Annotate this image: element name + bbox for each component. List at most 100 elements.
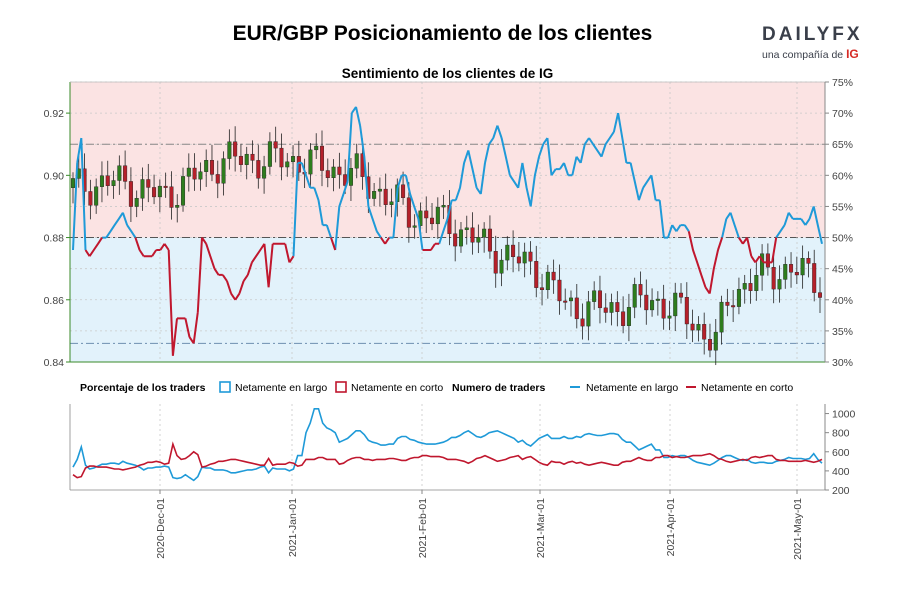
candle-down bbox=[337, 166, 342, 175]
candle-up bbox=[458, 229, 463, 247]
candle-down bbox=[511, 244, 516, 258]
candle-up bbox=[99, 175, 104, 187]
candle-up bbox=[696, 324, 701, 331]
candle-up bbox=[157, 185, 162, 198]
pct-tick-label: 70% bbox=[832, 108, 853, 120]
logo-sub-text: una compañía de bbox=[762, 49, 844, 61]
candle-down bbox=[424, 210, 429, 219]
pct-tick-label: 65% bbox=[832, 139, 853, 151]
logo-subtitle: una compañía de IG bbox=[762, 47, 872, 61]
candle-up bbox=[742, 283, 747, 290]
candle-down bbox=[684, 297, 689, 325]
pct-tick-label: 40% bbox=[832, 295, 853, 307]
pct-tick-label: 60% bbox=[832, 170, 853, 182]
candle-down bbox=[789, 264, 794, 273]
candle-up bbox=[482, 228, 487, 238]
candle-up bbox=[476, 237, 481, 243]
x-tick-label: 2021-Jan-01 bbox=[287, 498, 299, 557]
candle-down bbox=[169, 186, 174, 208]
candle-down bbox=[644, 294, 649, 311]
candle-up bbox=[499, 259, 504, 274]
pct-tick-label: 35% bbox=[832, 326, 853, 338]
chart-title: EUR/GBP Posicionamiento de los clientes bbox=[232, 22, 653, 45]
candle-down bbox=[279, 147, 284, 168]
candle-down bbox=[209, 160, 214, 175]
candle-down bbox=[516, 256, 521, 264]
candle-down bbox=[325, 170, 330, 179]
candle-down bbox=[702, 324, 707, 340]
count-tick-label: 600 bbox=[832, 447, 850, 459]
candle-up bbox=[505, 244, 510, 261]
legend-pct-long-label: Netamente en largo bbox=[235, 382, 327, 394]
count-long-line bbox=[72, 408, 823, 482]
candle-up bbox=[377, 188, 382, 192]
candle-up bbox=[389, 201, 394, 205]
candle-down bbox=[621, 311, 626, 326]
legend-count-long-label: Netamente en largo bbox=[586, 382, 678, 394]
candle-up bbox=[713, 331, 718, 351]
candle-up bbox=[134, 198, 139, 207]
candle-down bbox=[661, 298, 666, 319]
pct-short-line bbox=[84, 231, 778, 356]
price-tick-label: 0.86 bbox=[44, 295, 65, 307]
candle-down bbox=[123, 165, 128, 182]
price-tick-label: 0.88 bbox=[44, 233, 65, 245]
candle-down bbox=[146, 179, 151, 188]
candle-down bbox=[597, 290, 602, 309]
pct-tick-label: 75% bbox=[832, 77, 853, 89]
candle-down bbox=[557, 279, 562, 302]
count-tick-label: 1000 bbox=[832, 409, 856, 421]
candle-down bbox=[812, 263, 817, 293]
x-tick-label: 2021-Apr-01 bbox=[665, 498, 677, 557]
candle-up bbox=[673, 292, 678, 317]
candle-down bbox=[105, 175, 110, 186]
candle-down bbox=[551, 271, 556, 281]
price-tick-label: 0.84 bbox=[44, 357, 65, 369]
pct-long-line bbox=[72, 106, 823, 257]
candle-up bbox=[760, 253, 765, 276]
candle-up bbox=[522, 251, 527, 264]
candle-up bbox=[181, 176, 186, 206]
legend-pct-short-swatch bbox=[335, 381, 347, 393]
price-tick-label: 0.90 bbox=[44, 170, 65, 182]
candle-up bbox=[754, 275, 759, 291]
candle-down bbox=[806, 258, 811, 264]
candle-down bbox=[603, 307, 608, 313]
candle-up bbox=[111, 180, 116, 186]
candle-down bbox=[163, 185, 168, 188]
candle-down bbox=[406, 197, 411, 228]
candle-up bbox=[650, 300, 655, 311]
chart-subtitle: Sentimiento de los clientes de IG bbox=[341, 66, 554, 81]
candle-up bbox=[331, 166, 336, 179]
candle-down bbox=[233, 141, 238, 157]
candle-up bbox=[626, 307, 631, 326]
candle-down bbox=[707, 339, 712, 351]
x-tick-label: 2021-Feb-01 bbox=[417, 498, 429, 558]
x-tick-label: 2021-Mar-01 bbox=[535, 498, 547, 558]
candle-down bbox=[273, 141, 278, 149]
pct-tick-label: 30% bbox=[832, 357, 853, 369]
logo-brand: DAILYFX bbox=[762, 24, 863, 45]
candle-down bbox=[534, 261, 539, 288]
pct-tick-label: 50% bbox=[832, 233, 853, 245]
candle-up bbox=[262, 166, 267, 179]
dailyfx-logo: DAILYFX una compañía de IG bbox=[762, 24, 872, 64]
pct-tick-label: 55% bbox=[832, 201, 853, 213]
candle-up bbox=[783, 264, 788, 280]
candle-down bbox=[320, 145, 325, 171]
candle-up bbox=[586, 301, 591, 327]
count-tick-label: 200 bbox=[832, 485, 850, 497]
candle-down bbox=[215, 174, 220, 184]
candle-down bbox=[765, 253, 770, 268]
candle-up bbox=[221, 158, 226, 184]
candle-up bbox=[348, 167, 353, 186]
candle-up bbox=[800, 258, 805, 276]
candle-up bbox=[285, 161, 290, 168]
candle-down bbox=[690, 323, 695, 331]
candle-up bbox=[441, 205, 446, 208]
candle-up bbox=[198, 171, 203, 180]
candle-down bbox=[731, 305, 736, 308]
candle-down bbox=[638, 284, 643, 296]
pct-tick-label: 45% bbox=[832, 264, 853, 276]
candle-down bbox=[679, 292, 684, 298]
